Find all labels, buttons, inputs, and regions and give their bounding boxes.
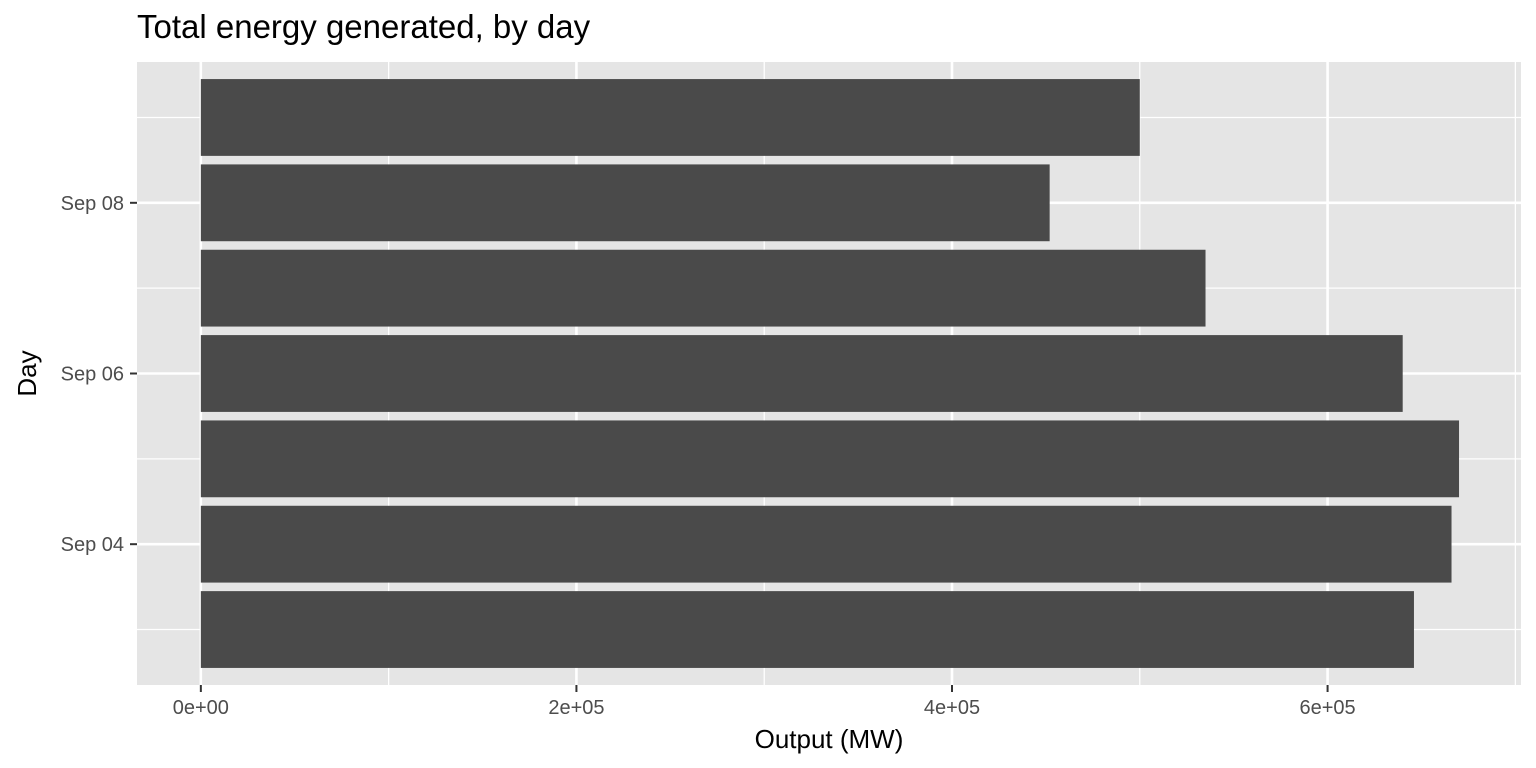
y-tick-label: Sep 06 — [61, 364, 124, 386]
y-tick-label: Sep 08 — [61, 193, 124, 215]
x-tick-label: 4e+05 — [924, 697, 980, 719]
y-tick-label: Sep 04 — [61, 534, 124, 556]
x-tick-label: 2e+05 — [548, 697, 604, 719]
x-tick-label: 0e+00 — [173, 697, 229, 719]
bar-2023-09-07 — [200, 249, 1206, 327]
y-axis-title: Day — [12, 350, 42, 396]
chart-title: Total energy generated, by day — [137, 8, 591, 45]
x-tick-label: 6e+05 — [1299, 697, 1355, 719]
bar-2023-09-05 — [200, 420, 1460, 498]
bar-2023-09-08 — [200, 164, 1050, 242]
x-axis-title: Output (MW) — [755, 724, 904, 754]
bar-2023-09-06 — [200, 335, 1403, 412]
bar-2023-09-03 — [200, 591, 1414, 668]
bar-2023-09-04 — [200, 505, 1452, 583]
bar-2023-09-09 — [200, 79, 1140, 156]
